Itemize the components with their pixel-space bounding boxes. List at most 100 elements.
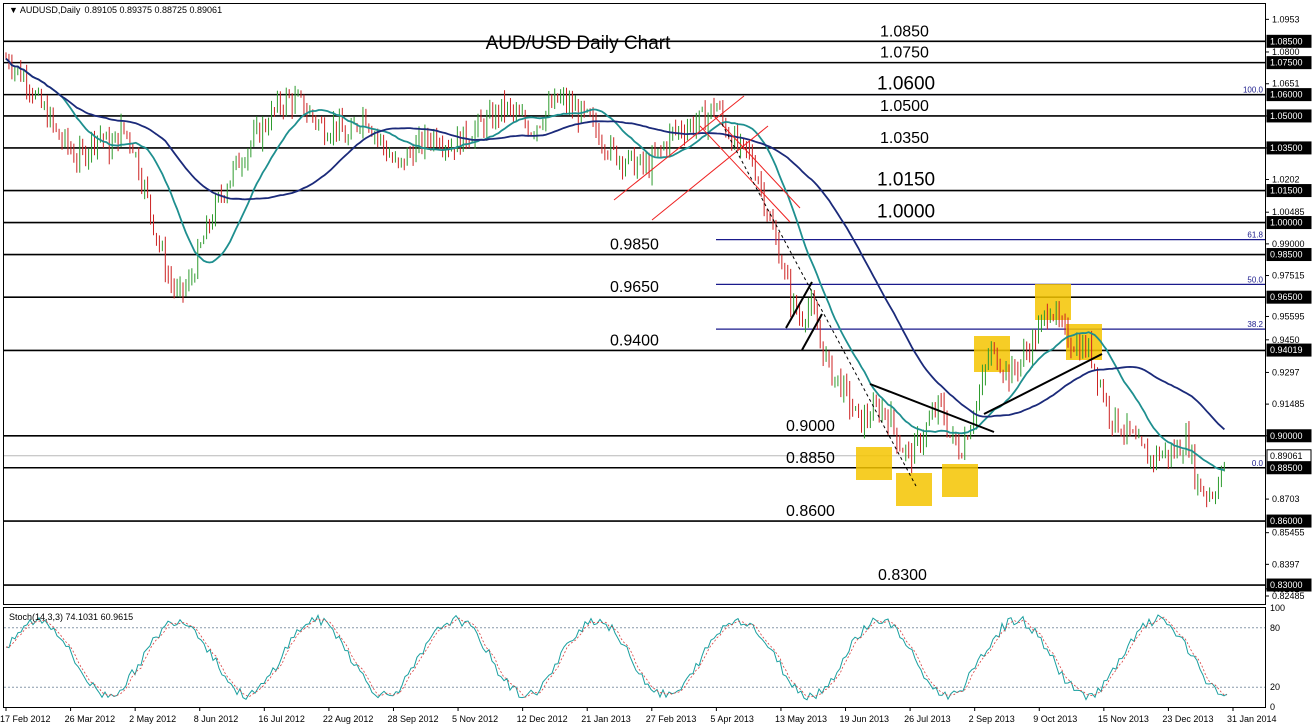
date-tick-label: 16 Jul 2012 xyxy=(258,714,305,724)
price-level-box xyxy=(1266,343,1312,357)
stochastic-label: Stoch(14,3,3) 74.1031 60.9615 xyxy=(9,612,133,622)
stochastic-tick-label: 100 xyxy=(1270,603,1285,613)
price-tick-label: 0.9450 xyxy=(1272,335,1300,345)
price-tick-label: 1.0953 xyxy=(1272,14,1300,24)
red-channel-line xyxy=(651,125,769,221)
date-tick-label: 19 Jun 2013 xyxy=(840,714,890,724)
price-tick-label: 0.85455 xyxy=(1272,528,1305,538)
fib-label: 38.2 xyxy=(1247,320,1263,329)
stochastic-k-line xyxy=(5,614,1228,701)
date-tick-label: 12 Dec 2012 xyxy=(517,714,568,724)
price-level-box-label: 1.01500 xyxy=(1270,186,1303,196)
highlight-box xyxy=(974,336,1010,372)
price-level-box xyxy=(1266,184,1312,198)
price-level-box xyxy=(1266,578,1312,592)
date-tick-label: 13 May 2013 xyxy=(775,714,827,724)
level-annotation: 1.0750 xyxy=(880,45,929,62)
price-tick-label: 1.00485 xyxy=(1272,207,1305,217)
moving-averages-group xyxy=(5,57,1226,472)
price-tick-label: 0.8703 xyxy=(1272,494,1300,504)
price-level-box xyxy=(1266,248,1312,262)
ohlc-label: 0.89105 0.89375 0.88725 0.89061 xyxy=(84,5,222,15)
black-trendline xyxy=(869,383,995,433)
black-trendline xyxy=(801,313,823,351)
highlight-box xyxy=(942,464,978,497)
price-axis-group: 1.09531.08001.06511.05001.035001.02021.0… xyxy=(1265,14,1312,601)
date-tick-label: 31 Jan 2014 xyxy=(1227,714,1277,724)
highlight-boxes-group xyxy=(856,284,1102,506)
indicator-plot-frame xyxy=(3,607,1266,708)
moving-average-long xyxy=(5,57,1226,431)
price-level-box xyxy=(1266,109,1312,123)
level-annotation: 1.0150 xyxy=(877,170,935,191)
stochastic-tick-label: 20 xyxy=(1270,682,1280,692)
price-level-box-label: 1.05000 xyxy=(1270,111,1303,121)
red-channel-line xyxy=(699,125,791,223)
level-annotation: 0.9400 xyxy=(610,332,659,349)
price-level-box xyxy=(1266,56,1312,70)
price-tick-label: 1.0651 xyxy=(1272,79,1300,89)
price-level-box-label: 0.86000 xyxy=(1270,516,1303,526)
price-level-box-label: 0.94019 xyxy=(1270,345,1303,355)
price-level-box xyxy=(1266,216,1312,230)
price-level-box-label: 0.89061 xyxy=(1270,451,1303,461)
fib-label: 100.0 xyxy=(1243,86,1264,95)
dropdown-triangle-icon: ▼ xyxy=(9,5,20,15)
price-tick-label: 0.95595 xyxy=(1272,311,1305,321)
price-level-box-label: 1.08500 xyxy=(1270,36,1303,46)
price-level-box-label: 1.06000 xyxy=(1270,90,1303,100)
red-channel-line xyxy=(613,95,745,201)
level-annotation: 1.0600 xyxy=(877,74,935,95)
price-level-box-label: 0.83000 xyxy=(1270,580,1303,590)
price-level-box-label: 0.88500 xyxy=(1270,463,1303,473)
level-annotation: 0.9000 xyxy=(786,418,835,435)
date-tick-label: 17 Feb 2012 xyxy=(0,714,51,724)
date-tick-label: 5 Nov 2012 xyxy=(452,714,498,724)
price-tick-label: 0.91485 xyxy=(1272,399,1305,409)
price-tick-label: 0.97515 xyxy=(1272,271,1305,281)
price-tick-label: 0.9297 xyxy=(1272,367,1300,377)
price-level-box-label: 0.96500 xyxy=(1270,292,1303,302)
black-trendline xyxy=(785,281,813,329)
price-level-box xyxy=(1266,34,1312,48)
chart-title: AUD/USD Daily Chart xyxy=(486,33,671,54)
stochastic-group: 100 80 20 0 xyxy=(4,603,1285,712)
stochastic-tick-label: 80 xyxy=(1270,623,1280,633)
date-axis-group: 17 Feb 2012 26 Mar 2012 2 May 2012 8 Jun 20… xyxy=(0,707,1277,724)
highlight-box xyxy=(896,473,932,506)
level-annotations-group: 1.0850 1.0750 1.0600 1.0500 1.0350 1.0150 1.00… xyxy=(610,23,935,584)
price-level-box xyxy=(1266,88,1312,102)
date-tick-label: 23 Dec 2013 xyxy=(1162,714,1213,724)
date-tick-label: 2 Sep 2013 xyxy=(969,714,1015,724)
price-level-box xyxy=(1266,429,1312,443)
fib-label: 0.0 xyxy=(1252,459,1264,468)
level-annotation: 0.8850 xyxy=(786,450,835,467)
price-tick-label: 0.99000 xyxy=(1272,239,1305,249)
price-level-box xyxy=(1266,514,1312,528)
level-annotation: 0.9850 xyxy=(610,237,659,254)
level-annotation: 1.0350 xyxy=(880,130,929,147)
price-tick-label: 0.82485 xyxy=(1272,591,1305,601)
price-level-box-label: 0.90000 xyxy=(1270,431,1303,441)
level-annotation: 1.0000 xyxy=(877,202,935,223)
fib-label: 50.0 xyxy=(1247,275,1263,284)
level-annotation: 1.0500 xyxy=(880,98,929,115)
candlesticks-group xyxy=(5,52,1225,508)
stochastic-tick-label: 0 xyxy=(1270,702,1275,712)
price-level-box xyxy=(1266,141,1312,155)
black-trendline xyxy=(983,353,1103,415)
date-tick-label: 21 Jan 2013 xyxy=(581,714,631,724)
price-level-box-label: 0.98500 xyxy=(1270,250,1303,260)
highlight-box xyxy=(856,447,892,480)
date-tick-label: 8 Jun 2012 xyxy=(194,714,239,724)
horizontal-levels-group xyxy=(4,40,1265,586)
date-tick-label: 9 Oct 2013 xyxy=(1033,714,1077,724)
date-tick-label: 22 Aug 2012 xyxy=(323,714,374,724)
price-level-box-label: 1.03500 xyxy=(1270,143,1303,153)
trendlines-group xyxy=(613,95,1103,487)
price-tick-label: 0.8397 xyxy=(1272,559,1300,569)
red-channel-line xyxy=(713,115,801,209)
symbol-label: AUDUSD,Daily xyxy=(20,5,81,15)
level-annotation: 0.8600 xyxy=(786,503,835,520)
